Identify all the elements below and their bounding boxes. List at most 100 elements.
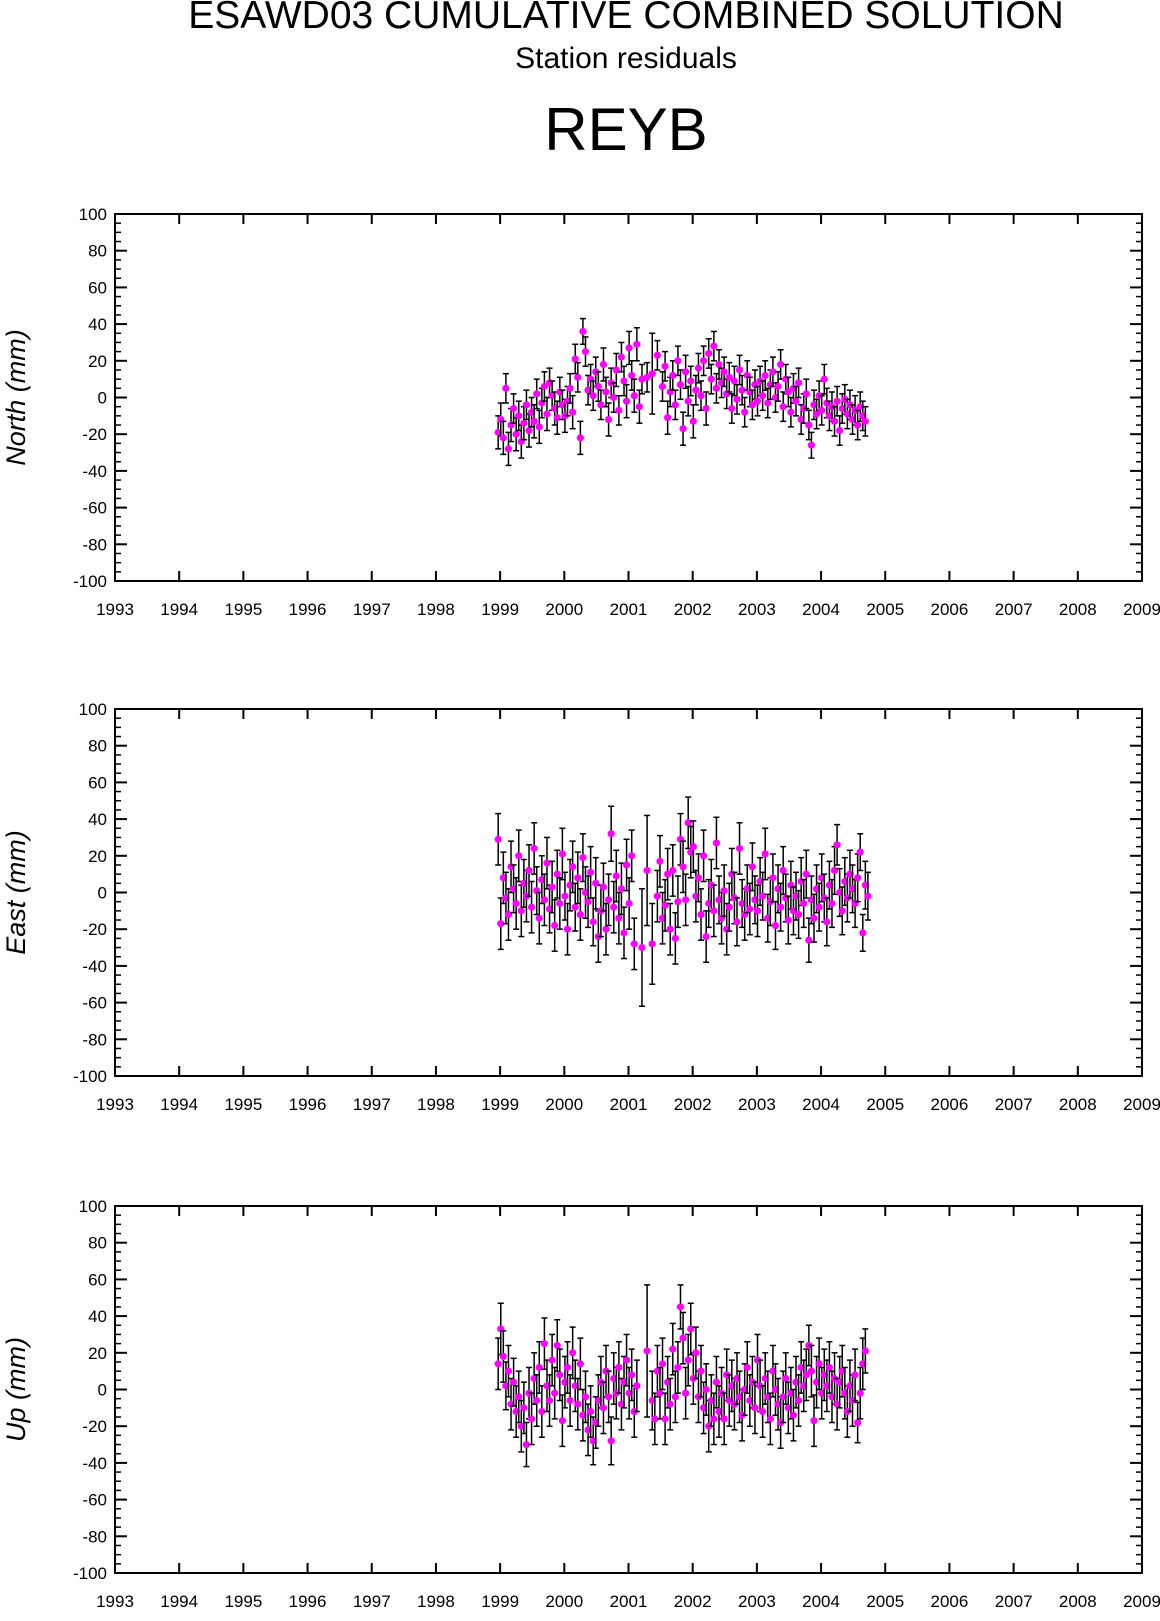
y-tick-label: 100 xyxy=(79,1197,107,1216)
data-point xyxy=(756,877,764,886)
data-point xyxy=(818,874,826,882)
data-point xyxy=(515,852,523,860)
y-tick-label: -100 xyxy=(73,1067,107,1086)
data-point xyxy=(543,1382,551,1390)
data-point xyxy=(807,1367,816,1375)
data-point xyxy=(543,410,551,418)
data-point xyxy=(499,1352,507,1361)
y-tick-label: -20 xyxy=(82,920,107,939)
data-point xyxy=(581,1393,590,1401)
y-tick-label: -40 xyxy=(82,957,107,976)
data-point xyxy=(510,1378,518,1386)
y-tick-label: 60 xyxy=(88,1270,107,1289)
data-point xyxy=(697,1367,705,1375)
data-point xyxy=(581,348,590,356)
x-tick-label: 2007 xyxy=(995,1592,1033,1611)
data-point xyxy=(510,404,518,413)
data-point xyxy=(579,854,587,862)
data-point xyxy=(717,379,726,387)
data-point xyxy=(797,415,805,424)
data-point xyxy=(599,883,608,891)
data-point xyxy=(674,357,682,365)
data-point xyxy=(522,401,531,409)
data-point xyxy=(830,417,839,425)
data-point xyxy=(551,404,559,413)
data-point xyxy=(643,373,651,381)
data-point xyxy=(504,1367,513,1375)
y-axis-label: Up (mm) xyxy=(1,1337,31,1442)
data-point xyxy=(697,392,705,400)
data-point xyxy=(599,1404,608,1412)
data-point xyxy=(671,934,679,942)
data-point xyxy=(720,887,728,895)
x-tick-label: 1995 xyxy=(224,1095,262,1114)
data-point xyxy=(569,1349,577,1357)
data-point xyxy=(540,896,549,904)
data-point xyxy=(753,397,762,405)
data-point xyxy=(725,373,733,381)
data-point xyxy=(841,877,849,886)
y-tick-label: -100 xyxy=(73,1564,107,1583)
x-tick-label: 1998 xyxy=(417,1095,455,1114)
data-point xyxy=(689,843,697,851)
data-point xyxy=(576,434,584,442)
data-point xyxy=(540,382,549,391)
data-point xyxy=(494,1360,502,1368)
y-axis-label: North (mm) xyxy=(1,329,31,466)
data-point xyxy=(558,401,566,409)
data-point xyxy=(607,830,615,838)
data-point xyxy=(517,1422,525,1430)
data-point xyxy=(856,1389,864,1397)
data-point xyxy=(661,1415,669,1423)
data-point xyxy=(674,898,682,906)
x-tick-label: 2005 xyxy=(866,600,904,619)
data-point xyxy=(566,384,574,392)
x-tick-label: 2006 xyxy=(931,600,969,619)
data-point xyxy=(735,366,744,374)
x-tick-label: 1993 xyxy=(96,600,134,619)
y-tick-label: 0 xyxy=(98,389,107,408)
data-point xyxy=(710,907,718,915)
y-axis-label: East (mm) xyxy=(1,830,31,955)
panel-north: 1993 1994 1995 1996 1997 1998 1999 2000 2001 2002… xyxy=(1,205,1160,619)
data-point xyxy=(828,1393,836,1401)
data-point xyxy=(553,870,561,878)
y-tick-label: 20 xyxy=(88,1344,107,1363)
x-tick-label: 2004 xyxy=(802,1095,840,1114)
data-point xyxy=(787,408,795,416)
data-point xyxy=(705,899,713,908)
data-point xyxy=(728,1382,736,1390)
y-tick-label: -80 xyxy=(82,1030,107,1049)
data-point xyxy=(805,936,813,944)
x-tick-label: 1994 xyxy=(160,600,198,619)
data-point xyxy=(774,382,782,391)
y-tick-label: -60 xyxy=(82,1491,107,1510)
data-point xyxy=(548,392,556,400)
data-point xyxy=(838,1367,846,1375)
data-point xyxy=(838,404,846,413)
data-point xyxy=(615,406,623,414)
data-point xyxy=(548,1356,556,1364)
data-point xyxy=(802,870,810,878)
data-point xyxy=(651,1415,659,1423)
data-point xyxy=(569,863,577,871)
y-tick-label: -40 xyxy=(82,1454,107,1473)
data-point xyxy=(843,410,851,418)
data-point xyxy=(848,885,857,893)
x-tick-label: 1995 xyxy=(224,1592,262,1611)
data-point xyxy=(702,404,710,413)
data-point xyxy=(825,1363,834,1372)
data-point xyxy=(584,898,592,906)
data-point xyxy=(761,371,769,380)
x-tick-label: 1999 xyxy=(481,1592,519,1611)
data-point xyxy=(581,888,590,897)
data-point xyxy=(741,408,749,416)
data-point xyxy=(859,1360,867,1368)
data-point xyxy=(520,879,528,887)
x-tick-label: 1993 xyxy=(96,1095,134,1114)
data-point xyxy=(669,1345,677,1353)
data-point xyxy=(556,899,564,908)
x-tick-label: 2000 xyxy=(545,1095,583,1114)
data-point xyxy=(792,892,800,900)
data-point xyxy=(720,1415,728,1423)
